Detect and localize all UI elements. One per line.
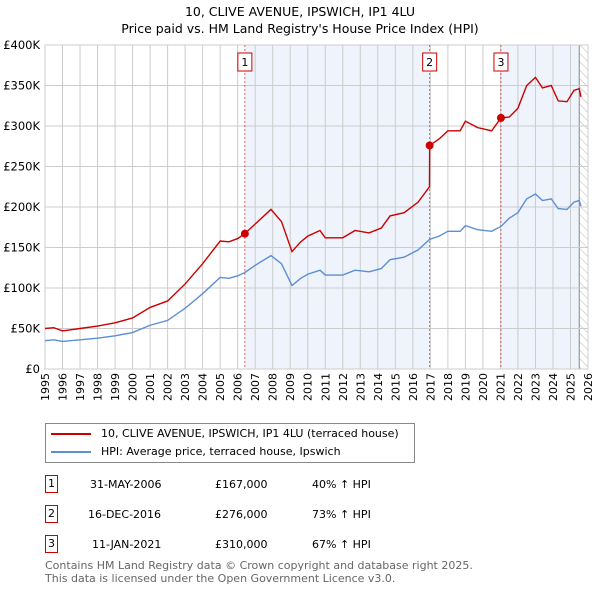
x-tick-label: 2015 [389,373,402,401]
legend-swatch-red [51,433,91,435]
y-tick-label: £100K [3,281,40,295]
x-tick-label: 1996 [57,373,70,401]
y-tick-label: £0 [25,362,40,376]
y-tick-label: £200K [3,200,40,214]
y-tick-label: £400K [3,38,40,52]
x-tick-label: 2005 [214,373,227,401]
y-tick-label: £300K [3,119,40,133]
x-tick-label: 2014 [372,373,385,401]
sale-price: £310,000 [215,538,268,551]
x-tick-label: 2016 [407,373,420,401]
sale-hpi: 67% ↑ HPI [312,538,371,551]
chart-title: 10, CLIVE AVENUE, IPSWICH, IP1 4LU [184,4,416,19]
legend: 10, CLIVE AVENUE, IPSWICH, IP1 4LU (terr… [45,423,415,463]
x-tick-label: 1998 [92,373,105,401]
x-tick-label: 2010 [302,373,315,401]
sale-row: 2 16-DEC-2016 £276,000 73% ↑ HPI [45,505,445,525]
x-tick-label: 2001 [144,373,157,401]
x-tick-label: 2013 [354,373,367,401]
sale-marker-box [422,52,438,72]
sale-point [496,113,505,122]
legend-label: 10, CLIVE AVENUE, IPSWICH, IP1 4LU (terr… [101,427,399,440]
legend-item-property: 10, CLIVE AVENUE, IPSWICH, IP1 4LU (terr… [51,427,399,441]
sale-badge: 2 [45,505,58,523]
y-tick-label: £250K [3,160,40,174]
legend-item-hpi: HPI: Average price, terraced house, Ipsw… [51,445,341,459]
x-tick-label: 2007 [249,373,262,401]
footer: Contains HM Land Registry data © Crown c… [45,559,473,585]
y-tick-label: £50K [11,322,41,336]
x-tick-label: 2011 [319,373,332,401]
x-tick-label: 2024 [547,373,560,401]
x-tick-label: 2022 [512,373,525,401]
x-tick-label: 2008 [267,373,280,401]
x-tick-label: 1995 [39,373,52,401]
sale-point [240,229,249,238]
x-tick-label: 2020 [477,373,490,401]
sale-hpi: 40% ↑ HPI [312,478,371,491]
x-tick-label: 2017 [424,373,437,401]
sale-price: £276,000 [215,508,268,521]
sale-row: 3 11-JAN-2021 £310,000 67% ↑ HPI [45,535,445,555]
sale-price: £167,000 [215,478,268,491]
x-tick-label: 1999 [109,373,122,401]
sale-date: 11-JAN-2021 [92,538,162,551]
sale-marker-box [237,52,253,72]
x-tick-label: 1997 [74,373,87,401]
plot-area: 1995 1996 1997 1998 1999 2000 2001 2002 2003 2004… [3,38,595,401]
hpi-line [44,193,582,343]
sale-badge: 1 [45,475,58,493]
plot-border [44,44,589,370]
x-tick-label: 2009 [284,373,297,401]
sale-date: 16-DEC-2016 [88,508,162,521]
y-tick-label: £350K [3,79,40,93]
x-tick-label: 2004 [197,373,210,401]
sale-row: 1 31-MAY-2006 £167,000 40% ↑ HPI [45,475,445,495]
legend-swatch-blue [51,451,91,453]
sale-hpi: 73% ↑ HPI [312,508,371,521]
x-tick-label: 2018 [442,373,455,401]
sale-marker-box [493,52,509,72]
footer-line: This data is licensed under the Open Gov… [45,572,396,585]
sale-point [425,141,434,150]
footer-line: Contains HM Land Registry data © Crown c… [45,559,473,572]
x-tick-label: 2019 [459,373,472,401]
sale-badge: 3 [45,535,58,553]
property-price-line [44,76,582,332]
x-tick-label: 2023 [529,373,542,401]
x-tick-label: 2003 [179,373,192,401]
x-tick-label: 2002 [162,373,175,401]
x-tick-label: 2021 [494,373,507,401]
sale-date: 31-MAY-2006 [90,478,162,491]
y-tick-label: £150K [3,241,40,255]
sale-marker-label: 3 [497,56,504,69]
x-tick-label: 2026 [582,373,595,401]
x-tick-label: 2025 [564,373,577,401]
legend-label: HPI: Average price, terraced house, Ipsw… [101,445,341,458]
x-tick-label: 2000 [127,373,140,401]
x-tick-label: 2006 [232,373,245,401]
sale-marker-label: 2 [426,56,433,69]
chart-subtitle: Price paid vs. HM Land Registry's House … [121,21,479,36]
x-tick-label: 2012 [337,373,350,401]
sale-marker-label: 1 [241,56,248,69]
